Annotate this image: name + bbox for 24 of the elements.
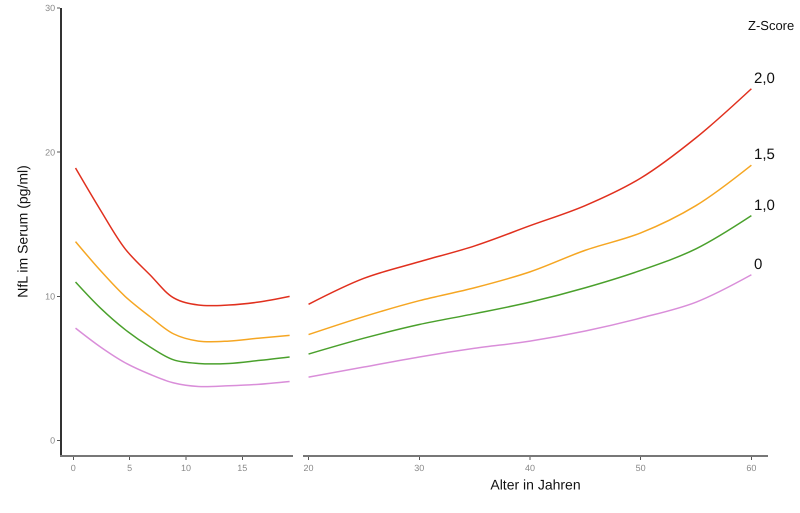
x-tick-label: 40 — [524, 462, 535, 473]
series-label: 1,5 — [754, 146, 775, 163]
y-tick-label: 30 — [45, 3, 56, 14]
x-tick-label: 50 — [636, 462, 646, 473]
x-axis-title: Alter in Jahren — [490, 476, 581, 493]
y-axis-title: NfL im Serum (pg/ml) — [14, 165, 30, 298]
series-label: 2,0 — [754, 70, 775, 87]
x-tick-label: 5 — [127, 462, 132, 473]
x-tick-label: 15 — [237, 462, 248, 473]
legend-title: Z-Score — [748, 18, 794, 33]
x-tick-label: 60 — [746, 462, 756, 473]
x-tick-label: 0 — [70, 462, 76, 473]
y-tick-label: 20 — [45, 147, 56, 158]
line-series — [74, 167, 290, 307]
series-label: 1,0 — [754, 197, 775, 214]
x-tick-label: 20 — [304, 462, 314, 473]
line-series — [74, 281, 290, 365]
series-label: 0 — [754, 256, 762, 273]
line-series — [74, 240, 290, 343]
y-tick-label: 10 — [45, 292, 56, 302]
x-tick-label: 30 — [414, 462, 424, 473]
x-tick-label: 10 — [180, 462, 191, 473]
y-tick-label: 0 — [50, 436, 56, 446]
line-series — [74, 327, 290, 388]
